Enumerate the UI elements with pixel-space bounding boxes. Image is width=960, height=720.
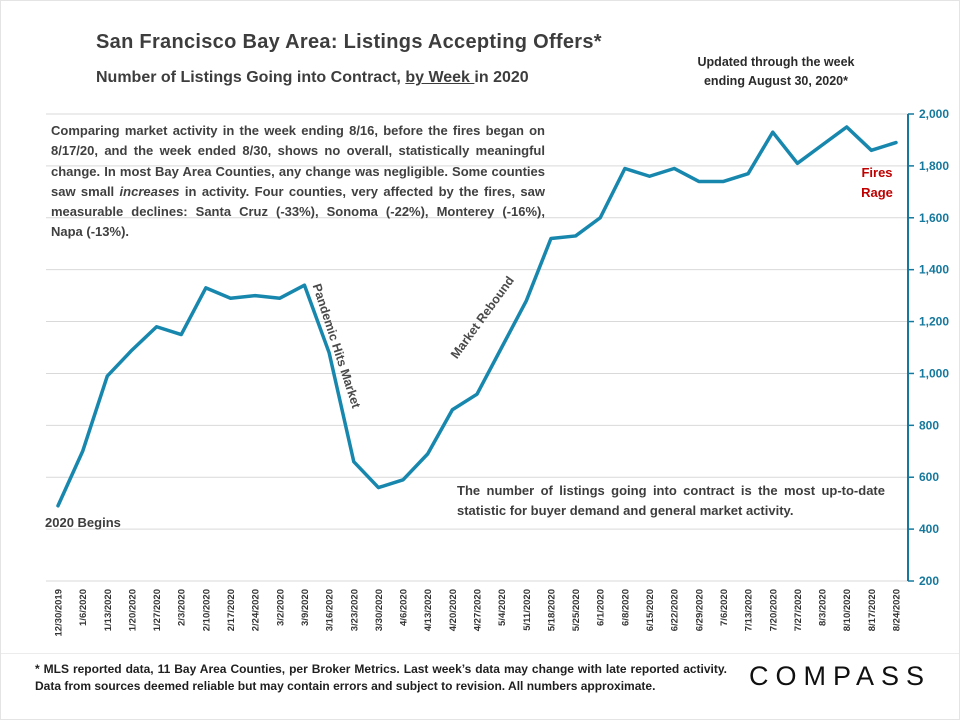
x-tick-label: 1/27/2020	[152, 589, 163, 631]
y-tick-label: 600	[919, 470, 939, 484]
y-tick-label: 800	[919, 418, 939, 432]
x-tick-label: 8/24/2020	[892, 589, 903, 631]
x-tick-label: 3/30/2020	[374, 589, 385, 631]
updated-note-line2: ending August 30, 2020*	[703, 73, 849, 88]
x-tick-label: 3/16/2020	[325, 589, 336, 631]
subtitle-underlined: by Week	[405, 69, 475, 86]
x-tick-label: 4/27/2020	[473, 589, 484, 631]
x-tick-label: 3/23/2020	[349, 589, 360, 631]
x-tick-label: 6/8/2020	[620, 589, 631, 626]
x-tick-label: 2/24/2020	[251, 589, 262, 631]
listings-line-chart: 200 400 600 800 1,000 1,200 1,400 1,600 1,800 2,0…	[46, 107, 949, 637]
x-tick-label: 7/20/2020	[768, 589, 779, 631]
fires-rage-line2: Rage	[861, 185, 893, 201]
y-tick-label: 2,000	[919, 107, 949, 121]
year-begins-label: 2020 Begins	[45, 515, 121, 530]
subtitle-prefix: Number of Listings Going into Contract,	[96, 69, 406, 86]
y-tick-label: 400	[919, 522, 939, 536]
x-tick-label: 1/13/2020	[103, 589, 114, 631]
x-tick-label: 1/20/2020	[127, 589, 138, 631]
x-tick-label: 2/3/2020	[177, 589, 188, 626]
x-tick-label: 1/6/2020	[78, 589, 89, 626]
x-tick-label: 8/17/2020	[867, 589, 878, 631]
y-tick-label: 1,200	[919, 315, 949, 329]
x-tick-label: 7/13/2020	[744, 589, 755, 631]
page-title: San Francisco Bay Area: Listings Accepti…	[96, 31, 602, 53]
x-tick-label: 3/2/2020	[275, 589, 286, 626]
x-tick-label: 4/13/2020	[423, 589, 434, 631]
x-tick-label: 2/17/2020	[226, 589, 237, 631]
commentary-italic: increases	[119, 183, 180, 199]
buyer-demand-note: The number of listings going into contra…	[457, 483, 885, 518]
x-tick-label: 8/10/2020	[842, 589, 853, 631]
x-tick-label: 6/29/2020	[694, 589, 705, 631]
listings-series-line	[56, 125, 898, 508]
y-tick-label: 1,600	[919, 211, 949, 225]
footer-divider	[1, 653, 959, 654]
x-tick-label: 8/3/2020	[818, 589, 829, 626]
x-tick-label: 5/4/2020	[497, 589, 508, 626]
y-tick-label: 1,800	[919, 159, 949, 173]
fires-rage-line1: Fires	[861, 165, 893, 180]
x-tick-label: 12/30/2019	[54, 589, 65, 637]
y-tick-label: 1,000	[919, 366, 949, 380]
y-tick-label: 200	[919, 574, 939, 588]
x-tick-label: 6/1/2020	[596, 589, 607, 626]
updated-through-note: Updated through the week ending August 3…	[661, 53, 891, 91]
x-tick-label: 4/6/2020	[399, 589, 410, 626]
market-commentary-text: Comparing market activity in the week en…	[51, 121, 545, 243]
x-tick-label: 6/15/2020	[645, 589, 656, 631]
commentary-part2: in activity. Four counties, very affecte…	[51, 183, 545, 240]
x-tick-label: 2/10/2020	[201, 589, 212, 631]
x-tick-label: 4/20/2020	[448, 589, 459, 631]
x-tick-label: 5/25/2020	[571, 589, 582, 631]
updated-note-line1: Updated through the week	[697, 55, 855, 69]
x-tick-label: 5/11/2020	[522, 589, 533, 631]
compass-logo: COMPASS	[748, 661, 931, 691]
x-tick-label: 6/22/2020	[670, 589, 681, 631]
y-tick-label: 1,400	[919, 263, 949, 277]
footer-disclaimer: * MLS reported data, 11 Bay Area Countie…	[35, 662, 727, 694]
x-tick-label: 7/27/2020	[793, 589, 804, 631]
fires-rage-label: Fires Rage	[853, 163, 901, 203]
x-tick-label: 3/9/2020	[300, 589, 311, 626]
chart-subtitle: Number of Listings Going into Contract, …	[96, 69, 529, 87]
x-tick-label: 5/18/2020	[546, 589, 557, 631]
x-tick-label: 7/6/2020	[719, 589, 730, 626]
subtitle-suffix: in 2020	[474, 69, 529, 86]
commentary-part1: Comparing market activity in the week en…	[51, 123, 545, 199]
